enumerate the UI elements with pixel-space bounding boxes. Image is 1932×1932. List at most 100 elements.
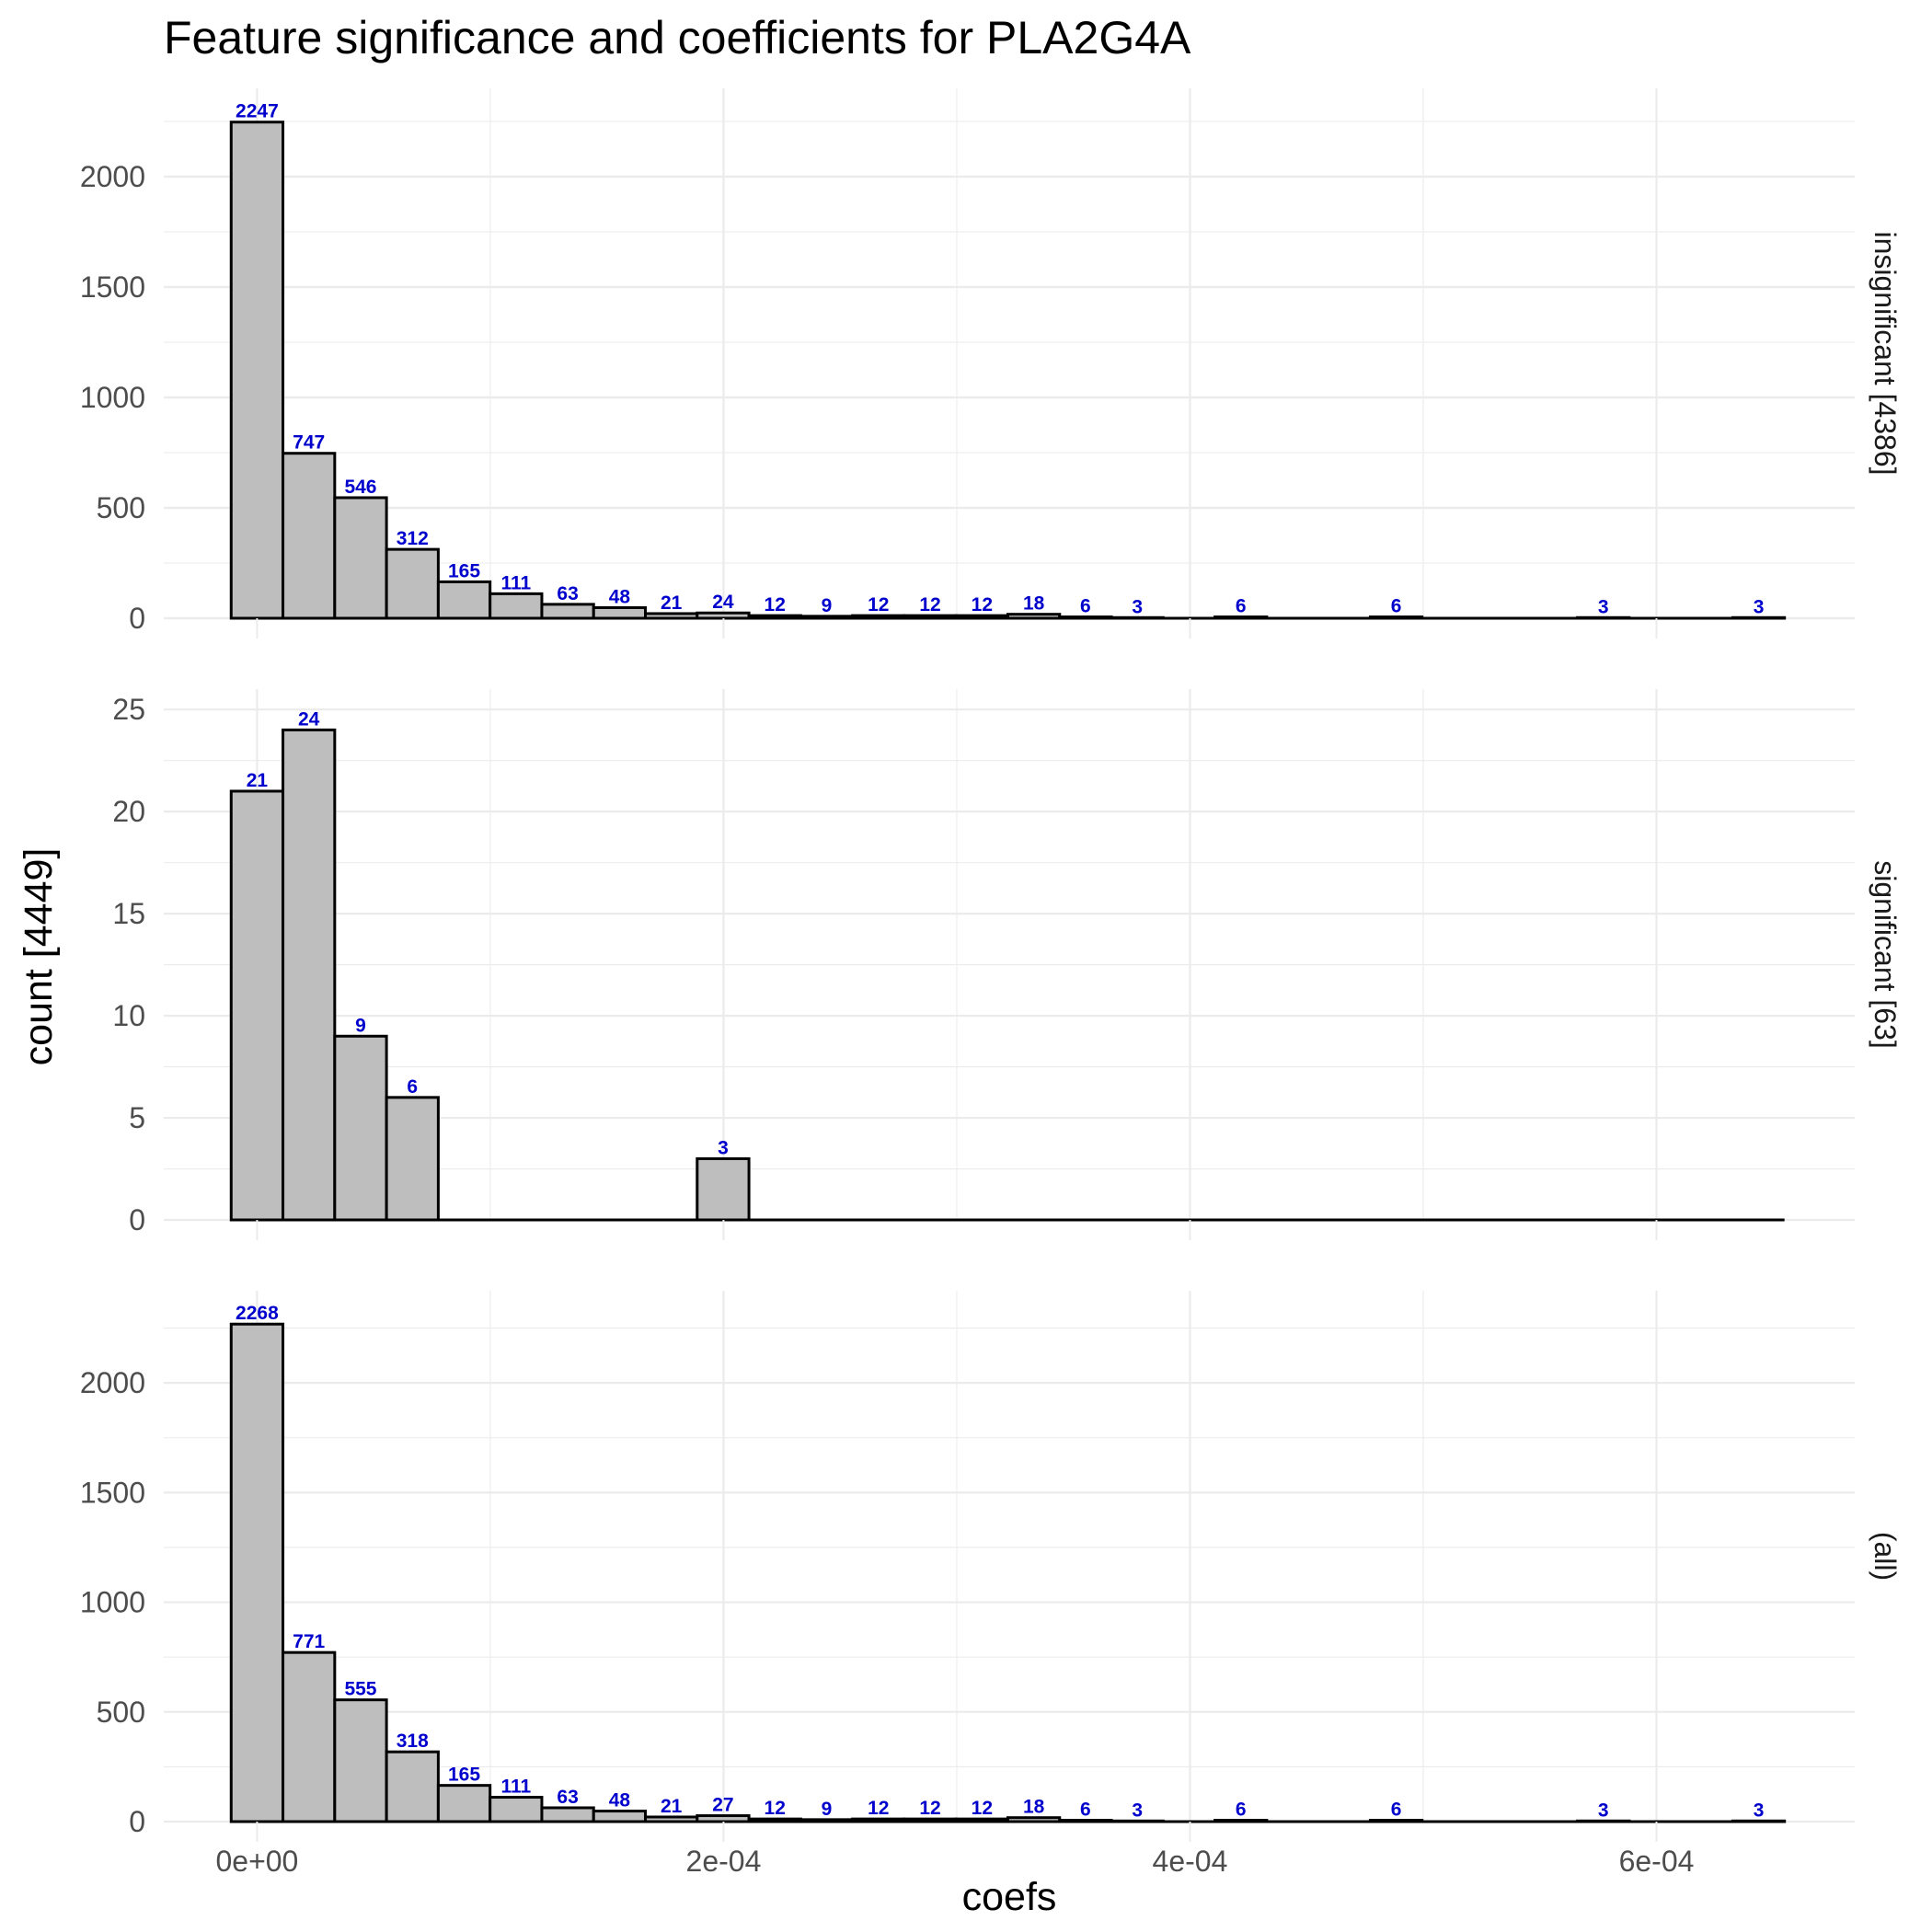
- bar-count-label: 9: [822, 595, 833, 616]
- x-tick-label: 4e-04: [1153, 1845, 1228, 1878]
- bar-count-label: 6: [1236, 1800, 1247, 1821]
- y-tick-label: 20: [112, 795, 145, 828]
- x-tick-label: 6e-04: [1619, 1845, 1695, 1878]
- histogram-bar: [333, 1698, 388, 1823]
- x-axis: 0e+00 2e-04 4e-04 6e-04: [215, 1845, 1694, 1878]
- histogram-bar: [385, 1096, 440, 1222]
- x-tick-label: 2e-04: [686, 1845, 762, 1878]
- y-tick-label: 1000: [80, 381, 145, 414]
- y-tick-label: 2000: [80, 160, 145, 193]
- bar-count-label: 21: [661, 592, 683, 614]
- bar-count-label: 3: [1598, 596, 1609, 617]
- bar-count-label: 3: [1754, 596, 1765, 617]
- x-tick-label: 0e+00: [215, 1845, 298, 1878]
- bar-count-label: 12: [919, 594, 940, 615]
- bar-count-label: 771: [293, 1631, 325, 1652]
- bar-count-label: 21: [661, 1796, 683, 1817]
- bar-count-label: 111: [500, 1777, 531, 1798]
- histogram-bar: [592, 1810, 648, 1823]
- bar-count-label: 6: [1391, 596, 1402, 617]
- y-tick-label: 5: [129, 1101, 145, 1134]
- bar-count-label: 12: [972, 1798, 993, 1819]
- bar-count-label: 24: [298, 708, 320, 730]
- bar-count-label: 63: [557, 583, 578, 604]
- bar-count-label: 3: [1754, 1800, 1765, 1821]
- bar-count-label: 18: [1023, 1797, 1045, 1818]
- bar-count-label: 6: [407, 1076, 418, 1098]
- chart-title: Feature significance and coefficients fo…: [164, 12, 1191, 63]
- bar-count-label: 9: [822, 1799, 833, 1820]
- y-axis-title: count [4449]: [17, 848, 61, 1066]
- bar-count-label: 18: [1023, 593, 1045, 615]
- bar-count-label: 6: [1236, 596, 1247, 617]
- y-tick-label: 25: [112, 693, 145, 726]
- histogram-bar: [385, 547, 440, 620]
- bar-count-label: 312: [397, 528, 429, 549]
- histogram-bar: [489, 1796, 544, 1823]
- bar-count-label: 12: [765, 1798, 786, 1819]
- histogram-bar: [333, 496, 388, 620]
- histogram-bar: [436, 580, 492, 620]
- histogram-bar: [229, 1322, 285, 1823]
- histogram-bar: [540, 603, 595, 620]
- bar-count-label: 12: [972, 594, 993, 615]
- bar-count-label: 165: [448, 560, 480, 581]
- panel-2: 0 5 10 15 20 25 21 24 9 6 3 significant [63]: [112, 689, 1902, 1240]
- bar-count-label: 21: [247, 770, 269, 791]
- histogram-bar: [282, 728, 337, 1222]
- histogram-bar: [333, 1034, 388, 1222]
- histogram-bar: [592, 605, 648, 620]
- y-tick-label: 15: [112, 897, 145, 930]
- histogram-bar: [385, 1750, 440, 1823]
- bar-count-label: 12: [868, 1798, 889, 1819]
- y-tick-label: 0: [129, 1203, 145, 1236]
- bar-count-label: 6: [1080, 1800, 1091, 1821]
- facet-strip-label: significant [63]: [1869, 860, 1902, 1049]
- histogram-bar: [229, 121, 285, 620]
- bar-count-label: 3: [1132, 1800, 1143, 1821]
- bar-count-label: 546: [344, 477, 376, 498]
- histogram-bar: [489, 592, 544, 620]
- bar-count-label: 6: [1080, 596, 1091, 617]
- bar-count-label: 3: [1132, 596, 1143, 617]
- bar-count-label: 27: [712, 1795, 733, 1816]
- y-tick-label: 0: [129, 1805, 145, 1838]
- bar-count-label: 48: [609, 1790, 631, 1811]
- histogram-bar: [436, 1784, 492, 1823]
- histogram-bar: [540, 1806, 595, 1823]
- bar-count-label: 12: [919, 1798, 940, 1819]
- bar-count-label: 9: [355, 1015, 366, 1036]
- x-axis-title: coefs: [962, 1875, 1057, 1919]
- facet-strip-label: (all): [1869, 1532, 1902, 1581]
- bar-count-label: 12: [868, 594, 889, 615]
- bar-count-label: 63: [557, 1787, 578, 1808]
- bar-count-label: 2268: [236, 1303, 279, 1324]
- bar-count-label: 111: [500, 572, 531, 593]
- bar-count-label: 48: [609, 586, 631, 607]
- y-tick-label: 10: [112, 999, 145, 1032]
- bar-count-label: 555: [344, 1679, 376, 1700]
- y-tick-label: 0: [129, 602, 145, 635]
- y-tick-label: 1500: [80, 1476, 145, 1509]
- histogram-bar: [696, 1156, 751, 1222]
- bar-count-label: 165: [448, 1765, 480, 1786]
- bar-count-label: 24: [712, 592, 734, 613]
- histogram-bar: [229, 789, 285, 1222]
- y-tick-label: 1000: [80, 1586, 145, 1619]
- bar-count-label: 12: [765, 594, 786, 615]
- y-tick-label: 1500: [80, 270, 145, 304]
- bar-count-label: 3: [1598, 1800, 1609, 1821]
- bar-count-label: 747: [293, 432, 325, 454]
- histogram-bar: [282, 452, 337, 620]
- y-tick-label: 500: [97, 491, 145, 524]
- facet-strip-label: insignificant [4386]: [1869, 231, 1902, 475]
- bar-count-label: 318: [397, 1731, 429, 1752]
- bar-count-label: 3: [718, 1137, 729, 1158]
- bar-count-label: 2247: [236, 101, 279, 122]
- y-tick-label: 2000: [80, 1366, 145, 1399]
- y-tick-label: 500: [97, 1696, 145, 1729]
